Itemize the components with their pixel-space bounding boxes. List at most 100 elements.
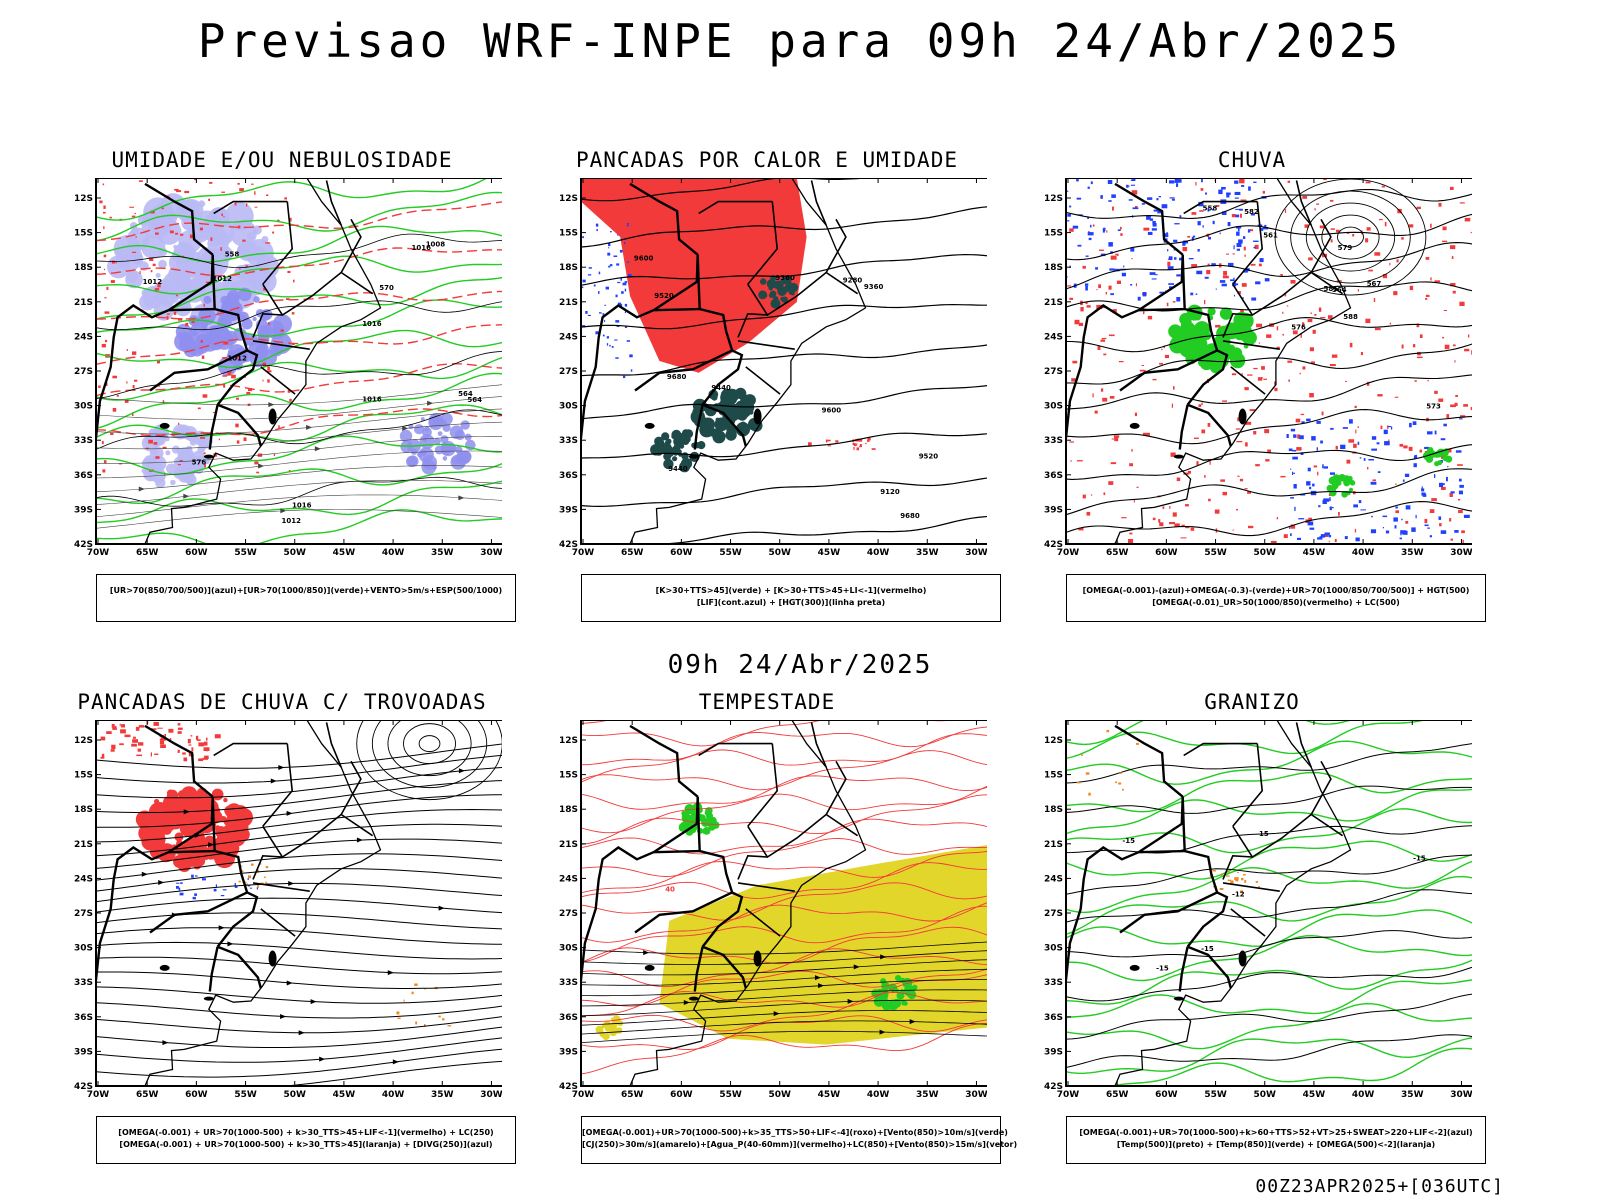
shaded-cell xyxy=(246,203,248,207)
streamline xyxy=(581,968,987,986)
shaded-cell xyxy=(1263,378,1267,380)
shaded-region xyxy=(447,443,457,453)
shaded-cell xyxy=(1110,293,1114,296)
shaded-cell xyxy=(1101,337,1107,340)
shaded-cell xyxy=(1346,232,1350,234)
contour-line xyxy=(581,385,987,420)
shaded-cell xyxy=(1321,411,1324,416)
contour-label: 576 xyxy=(1291,323,1306,331)
shaded-cell xyxy=(265,866,269,869)
shaded-cell xyxy=(1274,387,1278,392)
shaded-cell xyxy=(245,265,248,267)
lon-tick-label: 40W xyxy=(1352,548,1375,558)
shaded-cell xyxy=(1280,274,1283,276)
shaded-cell xyxy=(1169,286,1173,289)
shaded-cell xyxy=(1322,499,1327,504)
shaded-cell xyxy=(1222,275,1229,279)
shaded-region xyxy=(150,455,167,472)
contour-label: 588 xyxy=(1343,313,1358,321)
shaded-cell xyxy=(609,344,611,347)
shaded-cell xyxy=(260,882,264,884)
shaded-cell xyxy=(1395,483,1397,485)
shaded-cell xyxy=(626,261,630,263)
shaded-cell xyxy=(1158,519,1161,523)
map-tempestade: 40 12S 15S 18S 21S 24S 27S 30S 33S 36S 39S 42S 70W 65… xyxy=(547,720,987,1100)
state-border xyxy=(737,312,768,338)
shaded-cell xyxy=(1087,186,1090,189)
shaded-cell xyxy=(618,303,623,307)
shaded-cell xyxy=(624,241,626,245)
shaded-cell xyxy=(1118,782,1122,785)
shaded-cell xyxy=(447,1025,452,1027)
shaded-cell xyxy=(1215,288,1217,290)
shaded-cell xyxy=(1393,291,1398,296)
shaded-region xyxy=(663,446,675,458)
country-border xyxy=(652,796,699,854)
shaded-cell xyxy=(1464,348,1470,352)
panel-title: PANCADAS DE CHUVA C/ TROVOADAS xyxy=(77,690,487,714)
shaded-cell xyxy=(262,379,264,382)
shaded-cell xyxy=(1290,468,1292,470)
shaded-region xyxy=(892,998,902,1008)
shaded-cell xyxy=(614,339,618,341)
lon-tick-label: 40W xyxy=(382,1090,405,1100)
shaded-cell xyxy=(1234,191,1241,195)
shaded-cell xyxy=(1460,415,1466,418)
flow-arrow xyxy=(853,964,860,970)
shaded-cell xyxy=(1340,444,1346,449)
lon-tick-label: 55W xyxy=(719,1090,742,1100)
shaded-cell xyxy=(1139,369,1146,372)
shaded-cell xyxy=(267,366,270,370)
shaded-cell xyxy=(1082,494,1086,499)
shaded-cell xyxy=(1287,180,1291,183)
shaded-cell xyxy=(1179,257,1182,261)
country-border xyxy=(1137,796,1184,854)
shaded-cell xyxy=(1440,438,1446,441)
lat-tick-label: 15S xyxy=(1044,771,1063,781)
shaded-cell xyxy=(1317,471,1319,476)
shaded-cell xyxy=(247,878,249,881)
shaded-cell xyxy=(1078,322,1084,326)
country-border xyxy=(217,945,262,989)
shaded-cell xyxy=(1336,229,1340,233)
shaded-region xyxy=(788,282,799,293)
shaded-cell xyxy=(1162,233,1169,238)
shaded-cell xyxy=(191,747,194,752)
shaded-cell xyxy=(1208,236,1211,240)
contour-line xyxy=(96,404,502,442)
shaded-cell xyxy=(1071,378,1076,382)
flow-arrow xyxy=(258,463,265,469)
shaded-cell xyxy=(1176,274,1181,277)
shaded-region xyxy=(661,432,670,441)
shaded-region xyxy=(1192,327,1208,344)
contour-line xyxy=(581,905,987,963)
shaded-cell xyxy=(250,863,254,866)
shaded-cell xyxy=(1070,460,1072,462)
map-content: 40 xyxy=(581,720,987,1086)
country-border xyxy=(1187,945,1232,989)
lat-tick-label: 36S xyxy=(1044,1013,1063,1023)
shaded-cell xyxy=(1400,530,1406,534)
shaded-region xyxy=(224,805,235,816)
shaded-cell xyxy=(1227,222,1231,227)
coastline xyxy=(144,178,382,544)
shaded-region xyxy=(234,807,253,827)
shaded-cell xyxy=(1237,475,1240,477)
shaded-cell xyxy=(1174,223,1180,225)
shaded-cell xyxy=(1132,207,1139,210)
shaded-cell xyxy=(1416,356,1423,359)
contour-line xyxy=(581,733,987,783)
shaded-cell xyxy=(176,190,182,193)
shaded-cell xyxy=(1403,445,1408,449)
shaded-cell xyxy=(1108,285,1112,290)
shaded-cell xyxy=(1174,523,1180,527)
shaded-cell xyxy=(103,254,107,258)
contour-line xyxy=(96,299,502,337)
state-border xyxy=(737,882,795,892)
shaded-cell xyxy=(169,738,172,741)
shaded-cell xyxy=(1425,298,1428,300)
contour-line xyxy=(96,435,502,476)
shaded-cell xyxy=(1113,435,1120,438)
shaded-cell xyxy=(1222,400,1227,402)
flow-arrow xyxy=(314,446,321,452)
